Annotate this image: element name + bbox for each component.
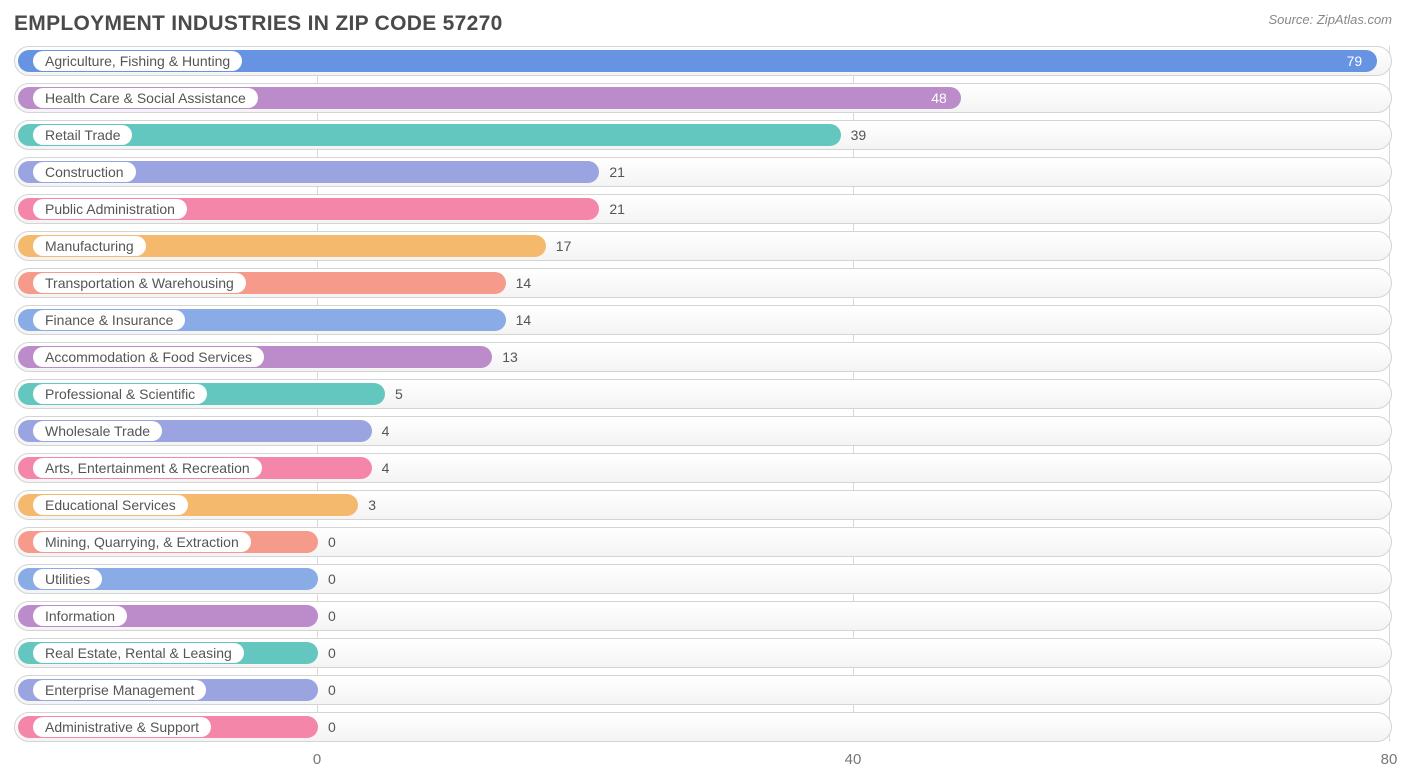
value-label: 21 <box>609 195 625 223</box>
bar-row: Mining, Quarrying, & Extraction 0 <box>14 527 1392 557</box>
bar-row: Wholesale Trade 4 <box>14 416 1392 446</box>
category-label: Agriculture, Fishing & Hunting <box>33 51 242 71</box>
x-tick: 40 <box>845 751 862 768</box>
chart-area: Agriculture, Fishing & Hunting 79 Health C… <box>14 46 1392 779</box>
category-label: Arts, Entertainment & Recreation <box>33 458 262 478</box>
category-label: Administrative & Support <box>33 717 211 737</box>
bar-row: Professional & Scientific 5 <box>14 379 1392 409</box>
bar-row: Real Estate, Rental & Leasing 0 <box>14 638 1392 668</box>
bar-row: Educational Services 3 <box>14 490 1392 520</box>
value-label: 4 <box>382 417 390 445</box>
value-label: 21 <box>609 158 625 186</box>
bar-row: Arts, Entertainment & Recreation 4 <box>14 453 1392 483</box>
category-label: Wholesale Trade <box>33 421 162 441</box>
category-label: Mining, Quarrying, & Extraction <box>33 532 251 552</box>
bar-row: Construction 21 <box>14 157 1392 187</box>
x-tick: 0 <box>313 751 321 768</box>
value-label: 3 <box>368 491 376 519</box>
value-label: 0 <box>328 602 336 630</box>
category-label: Real Estate, Rental & Leasing <box>33 643 244 663</box>
bar-row: Manufacturing 17 <box>14 231 1392 261</box>
x-tick: 80 <box>1381 751 1398 768</box>
chart-source: Source: ZipAtlas.com <box>1268 12 1392 27</box>
value-label: 13 <box>502 343 518 371</box>
bar-row: Information 0 <box>14 601 1392 631</box>
bar-row: Transportation & Warehousing 14 <box>14 268 1392 298</box>
value-label: 0 <box>328 713 336 741</box>
value-label: 0 <box>328 528 336 556</box>
bar-rows: Agriculture, Fishing & Hunting 79 Health C… <box>14 46 1392 742</box>
value-label: 14 <box>516 306 532 334</box>
bar-row: Finance & Insurance 14 <box>14 305 1392 335</box>
bar-row: Health Care & Social Assistance 48 <box>14 83 1392 113</box>
category-label: Finance & Insurance <box>33 310 185 330</box>
category-label: Information <box>33 606 127 626</box>
category-label: Transportation & Warehousing <box>33 273 246 293</box>
value-label: 0 <box>328 639 336 667</box>
category-label: Professional & Scientific <box>33 384 207 404</box>
value-label: 14 <box>516 269 532 297</box>
value-label: 39 <box>851 121 867 149</box>
value-label: 0 <box>328 676 336 704</box>
category-label: Construction <box>33 162 136 182</box>
bar-row: Utilities 0 <box>14 564 1392 594</box>
chart-header: EMPLOYMENT INDUSTRIES IN ZIP CODE 57270 … <box>14 12 1392 36</box>
value-label: 5 <box>395 380 403 408</box>
value-label: 4 <box>382 454 390 482</box>
bar-row: Agriculture, Fishing & Hunting 79 <box>14 46 1392 76</box>
bar-row: Enterprise Management 0 <box>14 675 1392 705</box>
chart-title: EMPLOYMENT INDUSTRIES IN ZIP CODE 57270 <box>14 12 503 36</box>
bar-row: Public Administration 21 <box>14 194 1392 224</box>
value-label: 79 <box>1347 47 1363 75</box>
category-label: Accommodation & Food Services <box>33 347 264 367</box>
category-label: Utilities <box>33 569 102 589</box>
category-label: Manufacturing <box>33 236 146 256</box>
value-label: 0 <box>328 565 336 593</box>
category-label: Educational Services <box>33 495 188 515</box>
bar-row: Accommodation & Food Services 13 <box>14 342 1392 372</box>
value-label: 17 <box>556 232 572 260</box>
bar-row: Administrative & Support 0 <box>14 712 1392 742</box>
category-label: Retail Trade <box>33 125 132 145</box>
value-label: 48 <box>931 84 947 112</box>
category-label: Enterprise Management <box>33 680 206 700</box>
bar-row: Retail Trade 39 <box>14 120 1392 150</box>
x-axis: 04080 <box>14 749 1392 779</box>
category-label: Health Care & Social Assistance <box>33 88 258 108</box>
bar <box>18 124 841 146</box>
category-label: Public Administration <box>33 199 187 219</box>
